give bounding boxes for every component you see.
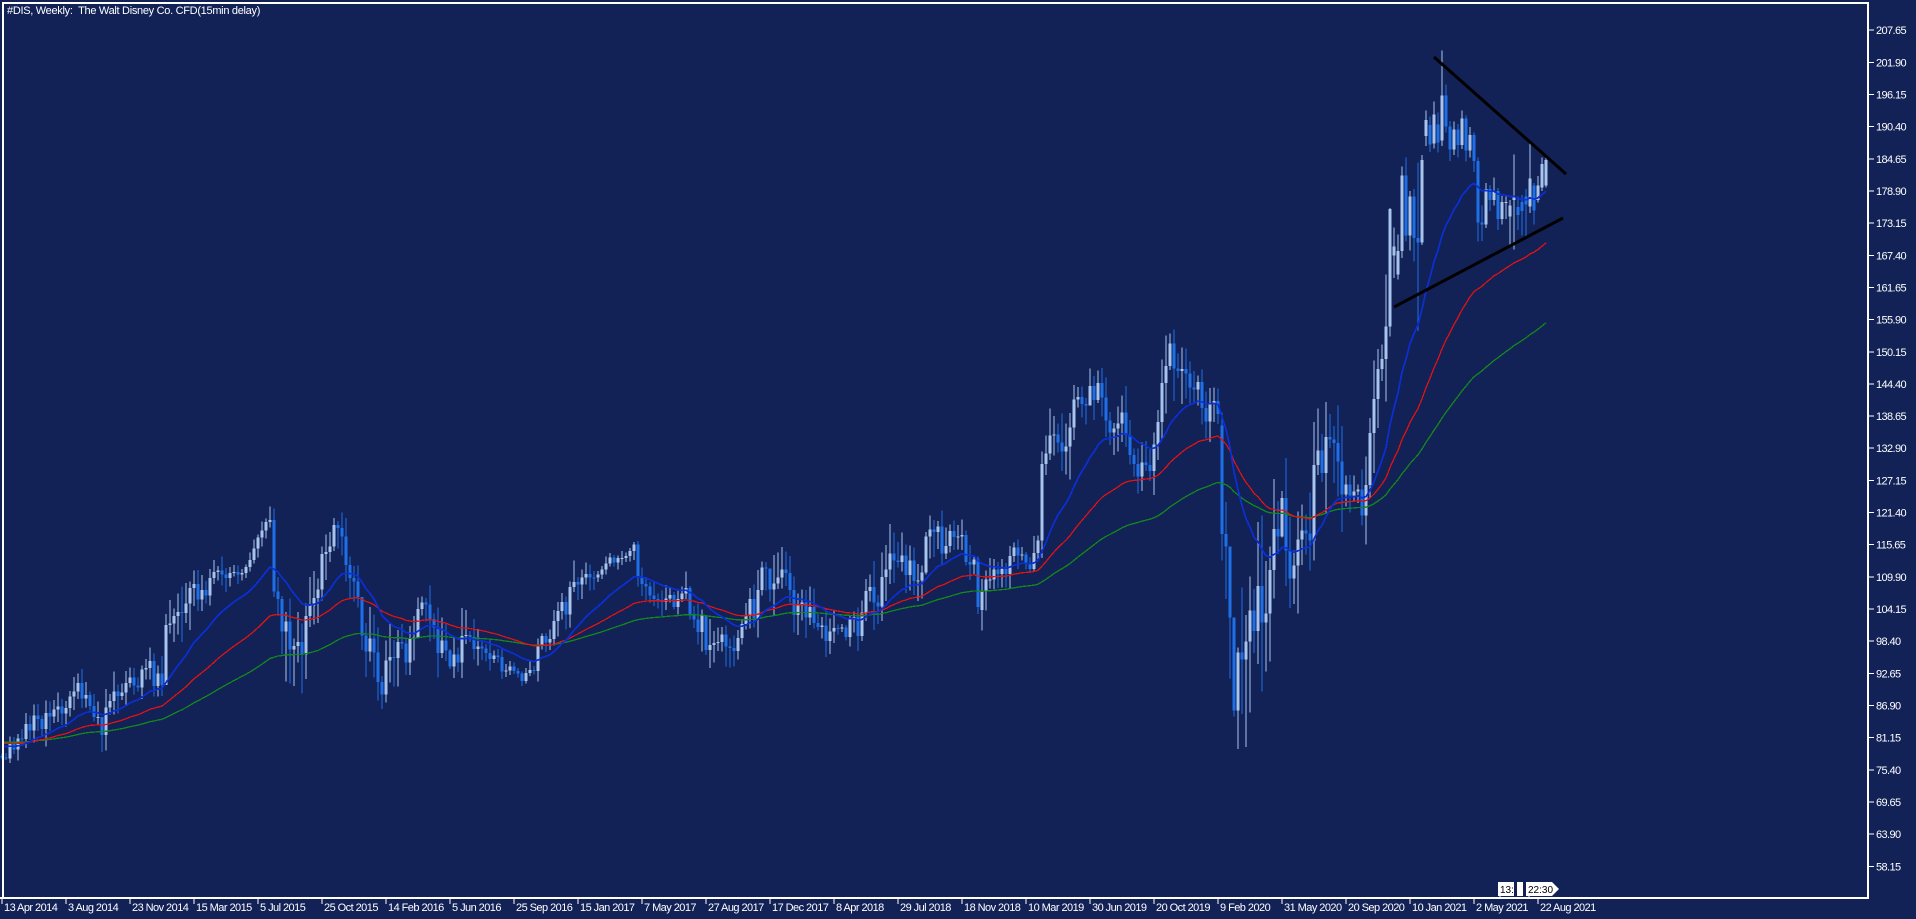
- svg-text:178.90: 178.90: [1876, 186, 1907, 198]
- svg-text:13 Apr 2014: 13 Apr 2014: [4, 902, 58, 914]
- svg-text:9 Feb 2020: 9 Feb 2020: [1220, 902, 1271, 914]
- svg-text:#DIS, Weekly: The Walt Disney: #DIS, Weekly: The Walt Disney Co. CFD(15…: [7, 5, 260, 17]
- svg-text:15 Mar 2015: 15 Mar 2015: [196, 902, 252, 914]
- svg-text:69.65: 69.65: [1876, 797, 1901, 809]
- svg-text:155.90: 155.90: [1876, 315, 1907, 327]
- svg-text:10 Mar 2019: 10 Mar 2019: [1028, 902, 1084, 914]
- svg-text:22:30: 22:30: [1528, 885, 1553, 896]
- svg-text:81.15: 81.15: [1876, 733, 1901, 745]
- svg-text:20 Oct 2019: 20 Oct 2019: [1156, 902, 1210, 914]
- svg-text:14 Feb 2016: 14 Feb 2016: [388, 902, 444, 914]
- svg-text:27 Aug 2017: 27 Aug 2017: [708, 902, 764, 914]
- svg-text:98.40: 98.40: [1876, 636, 1901, 648]
- svg-text:25 Oct 2015: 25 Oct 2015: [324, 902, 378, 914]
- svg-text:5 Jun 2016: 5 Jun 2016: [452, 902, 501, 914]
- svg-text:25 Sep 2016: 25 Sep 2016: [516, 902, 573, 914]
- svg-text:161.65: 161.65: [1876, 283, 1907, 295]
- svg-text:17 Dec 2017: 17 Dec 2017: [772, 902, 829, 914]
- svg-text:58.15: 58.15: [1876, 861, 1901, 873]
- svg-text:29 Jul 2018: 29 Jul 2018: [900, 902, 951, 914]
- svg-text:150.15: 150.15: [1876, 347, 1907, 359]
- svg-text:184.65: 184.65: [1876, 154, 1907, 166]
- svg-text:104.15: 104.15: [1876, 604, 1907, 616]
- svg-text:92.65: 92.65: [1876, 668, 1901, 680]
- svg-text:15 Jan 2017: 15 Jan 2017: [580, 902, 635, 914]
- svg-text:10 Jan 2021: 10 Jan 2021: [1412, 902, 1467, 914]
- svg-text:30 Jun 2019: 30 Jun 2019: [1092, 902, 1147, 914]
- svg-text:173.15: 173.15: [1876, 218, 1907, 230]
- svg-text:167.40: 167.40: [1876, 250, 1907, 262]
- svg-text:8 Apr 2018: 8 Apr 2018: [836, 902, 884, 914]
- svg-text:2 May 2021: 2 May 2021: [1476, 902, 1528, 914]
- svg-text:20 Sep 2020: 20 Sep 2020: [1348, 902, 1405, 914]
- svg-text:22 Aug 2021: 22 Aug 2021: [1540, 902, 1596, 914]
- svg-text:196.15: 196.15: [1876, 90, 1907, 102]
- svg-text:144.40: 144.40: [1876, 379, 1907, 391]
- svg-text:18 Nov 2018: 18 Nov 2018: [964, 902, 1021, 914]
- svg-text:63.90: 63.90: [1876, 829, 1901, 841]
- svg-text:23 Nov 2014: 23 Nov 2014: [132, 902, 189, 914]
- svg-text:132.90: 132.90: [1876, 443, 1907, 455]
- svg-text:7 May 2017: 7 May 2017: [644, 902, 696, 914]
- svg-text:109.90: 109.90: [1876, 572, 1907, 584]
- svg-text:207.65: 207.65: [1876, 25, 1907, 37]
- svg-text:5 Jul 2015: 5 Jul 2015: [260, 902, 306, 914]
- svg-text:86.90: 86.90: [1876, 701, 1901, 713]
- svg-text:201.90: 201.90: [1876, 57, 1907, 69]
- svg-text:75.40: 75.40: [1876, 765, 1901, 777]
- svg-text:13:: 13:: [1500, 885, 1514, 896]
- svg-text:138.65: 138.65: [1876, 411, 1907, 423]
- svg-text:127.15: 127.15: [1876, 475, 1907, 487]
- svg-text:3 Aug 2014: 3 Aug 2014: [68, 902, 119, 914]
- svg-text:31 May 2020: 31 May 2020: [1284, 902, 1342, 914]
- svg-text:115.65: 115.65: [1876, 540, 1906, 552]
- svg-text:121.40: 121.40: [1876, 508, 1907, 520]
- svg-text:190.40: 190.40: [1876, 122, 1907, 134]
